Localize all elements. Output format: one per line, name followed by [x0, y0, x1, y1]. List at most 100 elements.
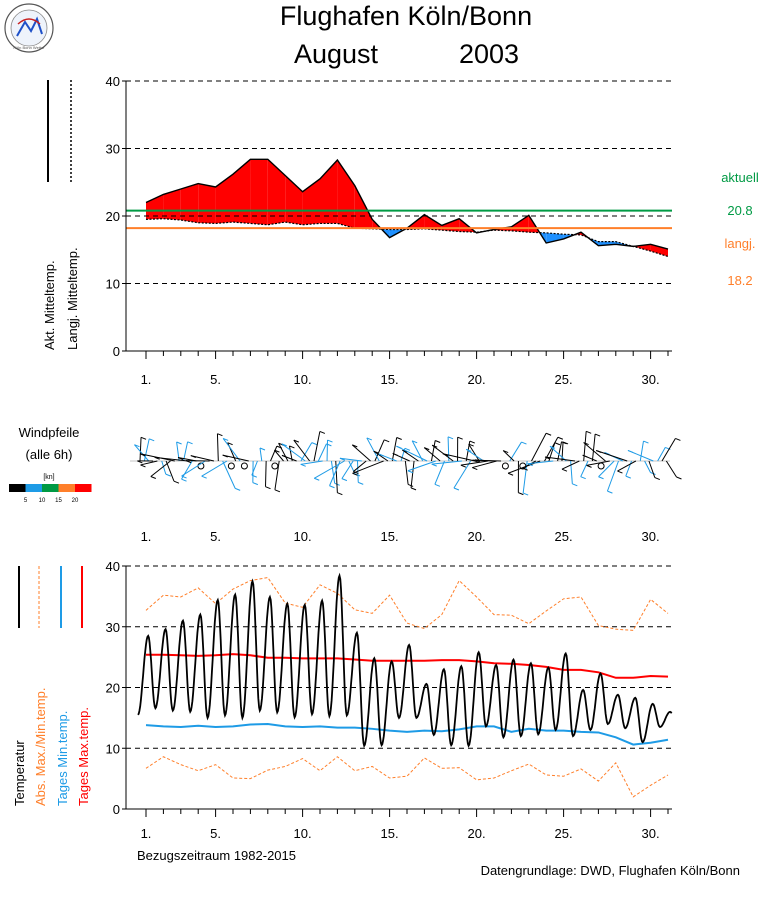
wind-arrow	[265, 460, 267, 487]
above-normal-area	[337, 159, 355, 229]
x-tick-label: 20.	[468, 826, 486, 841]
wind-barb	[453, 487, 460, 491]
wind-barb	[410, 487, 417, 491]
wind-arrow	[259, 447, 263, 462]
wind-scale-label: 5	[24, 498, 28, 504]
mean-values-box: aktuell 20.8 langj. 18.2	[721, 170, 759, 288]
wind-arrow	[460, 460, 489, 466]
wind-barb	[434, 483, 441, 487]
wind-barb	[373, 450, 379, 454]
wind-arrow	[154, 456, 188, 462]
x-tick-label: 25.	[555, 372, 573, 387]
wind-scale-label: 10	[39, 498, 46, 504]
y-tick-label: 10	[106, 277, 120, 292]
logo: Köln Bonn Wetter	[4, 3, 54, 53]
current-value: 20.8	[727, 203, 752, 218]
wind-barb	[227, 442, 233, 446]
wind-arrow	[274, 460, 280, 490]
logo-text: Köln Bonn Wetter	[13, 45, 45, 50]
wind-barb	[557, 436, 564, 440]
x-tick-label: 15.	[381, 372, 399, 387]
wind-arrow	[430, 440, 436, 462]
wind-barb	[545, 432, 552, 436]
wind-scale-swatch	[25, 484, 42, 492]
x-tick-label: 25.	[555, 529, 573, 544]
wind-barb	[384, 439, 390, 443]
wind-arrow	[330, 460, 336, 484]
x-tick-label: 1.	[141, 372, 152, 387]
wind-barb	[187, 441, 193, 445]
mean-daily-min-line	[145, 722, 669, 746]
wind-barb	[190, 455, 196, 459]
wind-arrow	[598, 460, 615, 478]
wind-barb	[173, 480, 180, 484]
actual-temperature-line	[137, 572, 673, 749]
wind-barb	[150, 476, 157, 479]
wind-barb	[507, 472, 514, 476]
wind-barb	[469, 440, 475, 444]
above-normal-area	[233, 159, 251, 224]
wind-barb	[604, 452, 610, 455]
mean-grid	[126, 80, 672, 284]
wind-arrow	[648, 460, 656, 478]
wind-arrow	[317, 443, 327, 462]
longterm-value: 18.2	[727, 273, 752, 288]
wind-barb	[251, 474, 258, 478]
wind-barb	[549, 445, 556, 449]
wind-arrow	[617, 460, 637, 472]
wind-arrow	[434, 460, 445, 485]
wind-arrow	[453, 460, 472, 489]
temp-lines	[137, 572, 673, 798]
wind-barb	[643, 440, 649, 444]
wind-arrow	[352, 460, 384, 474]
wind-panel: Windpfeile (alle 6h) [kn] 5 10 15 20 1. 5. 10…	[9, 425, 682, 544]
y-tick-label: 40	[106, 74, 120, 89]
wind-scale-label: 20	[72, 498, 79, 504]
wind-arrow	[468, 443, 480, 462]
wind-barb	[596, 450, 602, 453]
reference-period: Bezugszeitraum 1982-2015	[137, 848, 296, 863]
wind-arrow	[431, 444, 454, 462]
wind-arrow	[190, 455, 215, 462]
wind-arrow	[402, 449, 419, 462]
wind-arrow	[391, 437, 398, 462]
longterm-label: langj.	[724, 236, 755, 251]
wind-barb	[311, 442, 317, 446]
wind-barb	[502, 450, 509, 454]
wind-arrow	[509, 441, 522, 462]
wind-barb	[396, 445, 402, 449]
wind-arrow	[165, 460, 175, 482]
wind-barb	[234, 487, 241, 491]
x-tick-label: 15.	[381, 826, 399, 841]
wind-arrow	[549, 445, 567, 462]
data-source: Datengrundlage: DWD, Flughafen Köln/Bonn	[481, 863, 740, 878]
wind-arrow	[183, 441, 189, 462]
wind-barb	[404, 447, 411, 451]
wind-arrow	[353, 460, 367, 472]
wind-scale-swatch	[9, 484, 26, 492]
wind-arrow	[472, 459, 502, 462]
y-tick-label: 10	[106, 741, 120, 756]
wind-barb	[468, 443, 474, 447]
temp-grid	[126, 565, 672, 749]
wind-arrow	[465, 448, 484, 462]
wind-unit: [kn]	[43, 474, 54, 481]
mean-daily-max-line	[146, 653, 669, 679]
y-tick-label: 0	[113, 344, 120, 359]
wind-arrow	[583, 442, 606, 462]
wind-arrow	[143, 438, 150, 462]
x-tick-label: 5.	[210, 826, 221, 841]
wind-arrow	[181, 460, 193, 480]
wind-barb	[134, 444, 140, 448]
wind-arrow	[396, 445, 428, 462]
temp-y-ticks: 0 10 20 30 40	[106, 559, 126, 817]
wind-barb	[222, 454, 228, 458]
wind-arrow	[300, 442, 313, 462]
wind-x-ticks: 1. 5. 10. 15. 20. 25. 30.	[141, 529, 660, 544]
wind-arrow	[161, 460, 167, 475]
wind-barb	[149, 438, 155, 442]
legend-tages-max: Tages Max.temp.	[76, 707, 91, 806]
wind-arrow	[502, 450, 515, 462]
wind-arrow	[665, 460, 677, 478]
wind-barb	[572, 483, 578, 487]
